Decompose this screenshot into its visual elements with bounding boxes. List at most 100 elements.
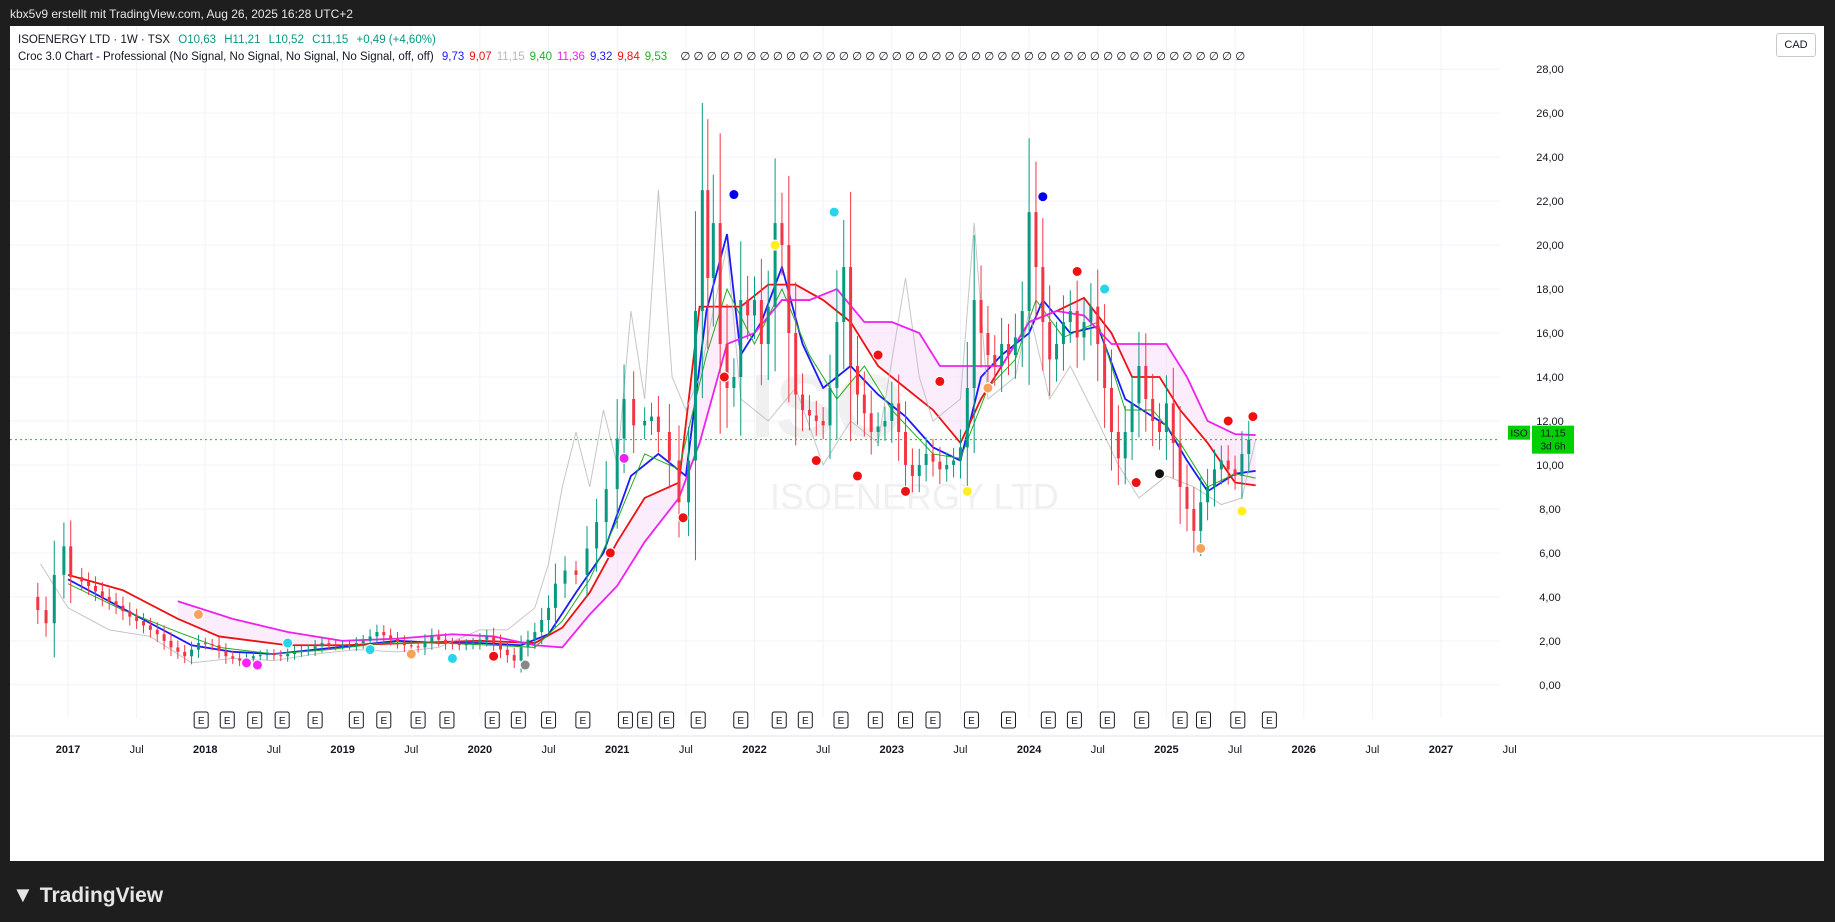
y-tick-label: 0,00	[1539, 680, 1560, 692]
candle-body	[505, 649, 509, 656]
candle-body	[423, 641, 427, 648]
x-tick-label: 2024	[1017, 744, 1042, 756]
x-tick-label: 2025	[1154, 744, 1178, 756]
candle-body	[1000, 344, 1004, 367]
candle-body	[382, 632, 386, 636]
earnings-marker: E	[1134, 711, 1150, 729]
indicator-value: 9,07	[469, 51, 492, 63]
candle-body	[210, 644, 214, 646]
candle-body	[965, 387, 969, 448]
candle-body	[1158, 420, 1162, 432]
candle-body	[814, 415, 818, 421]
earnings-label: E	[968, 716, 975, 727]
candle-body	[444, 639, 448, 644]
candle-body	[667, 431, 671, 461]
indicator-value: 11,36	[557, 51, 585, 63]
x-tick-label: 2027	[1429, 744, 1453, 756]
legend-indicator-row: Croc 3.0 Chart - Professional (No Signal…	[18, 49, 1250, 66]
candle-body	[121, 605, 125, 612]
candle-body	[693, 311, 697, 461]
earnings-box	[1099, 711, 1115, 729]
candle-body	[725, 344, 729, 388]
candle-body	[485, 636, 489, 640]
x-tick-label: 2026	[1291, 744, 1315, 756]
candle-body	[787, 245, 791, 334]
ohlc-high: H11,21	[224, 34, 261, 46]
signal-marker	[851, 470, 863, 482]
candle-body	[876, 426, 880, 432]
earnings-box	[659, 711, 675, 729]
earnings-label: E	[872, 716, 879, 727]
earnings-label: E	[622, 716, 629, 727]
candle-body	[979, 300, 983, 334]
price-value-tag	[1532, 425, 1574, 454]
candle-body	[361, 640, 365, 644]
candle-body	[650, 416, 654, 421]
signal-marker	[1247, 411, 1259, 423]
y-tick-label: 28,00	[1536, 64, 1564, 76]
x-tick-label: Jul	[679, 744, 693, 756]
price-chart[interactable]: E E E E E E E E E E E E E E E E E E E E E E E E E E E E E E E E E E 28,00…	[10, 26, 1824, 861]
candle-body	[183, 651, 187, 657]
earnings-box	[733, 711, 749, 729]
earnings-label: E	[251, 716, 258, 727]
candle-body	[972, 300, 976, 388]
x-tick-label: 2022	[742, 744, 766, 756]
indicator-name[interactable]: Croc 3.0 Chart - Professional (No Signal…	[18, 51, 434, 63]
watermark-name: ISOENERGY LTD	[770, 476, 1059, 517]
earnings-marker: E	[659, 711, 675, 729]
currency-button[interactable]: CAD	[1776, 33, 1816, 57]
candle-body	[44, 610, 48, 624]
ohlc-low: L10,52	[268, 34, 304, 46]
earnings-label: E	[1200, 716, 1207, 727]
earnings-marker: E	[963, 711, 979, 729]
signal-marker	[1222, 415, 1234, 427]
candle-body	[437, 636, 441, 640]
x-tick-label: Jul	[404, 744, 418, 756]
price-axis: 28,00 26,00 24,00 22,00 20,00 18,00 16,00 14,00…	[10, 26, 1824, 861]
candle-body	[1185, 486, 1189, 509]
signal-markers	[192, 189, 1259, 671]
signal-marker	[769, 239, 781, 251]
indicator-value: 9,32	[589, 51, 613, 63]
tradingview-logo[interactable]: ▼ TradingView	[12, 882, 163, 908]
candle-body	[732, 377, 736, 388]
earnings-label: E	[902, 716, 909, 727]
candle-body	[464, 644, 468, 646]
candle-body	[114, 601, 118, 606]
indicator-value: 11,15	[496, 51, 525, 63]
candle-body	[409, 645, 413, 647]
earnings-label: E	[641, 716, 648, 727]
candle-body	[706, 190, 710, 279]
candle-body	[347, 645, 351, 647]
indicator-value: 9,73	[441, 51, 465, 63]
earnings-marker: E	[247, 711, 263, 729]
earnings-label: E	[380, 716, 387, 727]
price-symbol-label: ISO	[1510, 429, 1527, 440]
candle-body	[574, 570, 578, 575]
earnings-marker: E	[307, 711, 323, 729]
signal-marker	[519, 659, 531, 671]
earnings-marker: E	[1230, 711, 1246, 729]
candle-body	[883, 420, 887, 427]
candle-body	[585, 548, 589, 575]
candle-body	[176, 647, 180, 652]
earnings-marker: E	[925, 711, 941, 729]
signal-marker	[810, 455, 822, 467]
candle-body	[1041, 267, 1045, 323]
x-tick-label: Jul	[130, 744, 144, 756]
candle-body	[869, 413, 873, 432]
signal-marker	[718, 371, 730, 383]
candle-body	[821, 420, 825, 426]
candle-body	[1137, 366, 1141, 404]
y-tick-label: 18,00	[1536, 284, 1564, 296]
earnings-label: E	[1045, 716, 1052, 727]
candle-body	[604, 489, 608, 523]
earnings-box	[771, 711, 787, 729]
candle-body	[148, 625, 152, 630]
earnings-marker: E	[1040, 711, 1056, 729]
signal-marker	[982, 382, 994, 394]
signal-marker	[1099, 283, 1111, 295]
